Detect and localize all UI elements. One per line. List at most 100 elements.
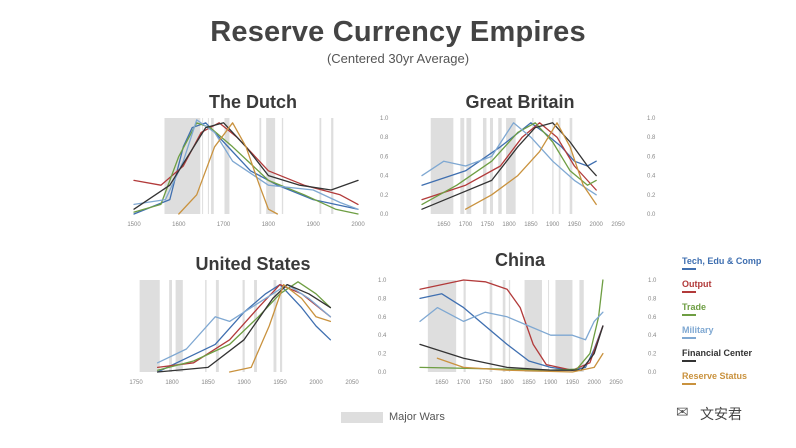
legend-label-trade: Trade <box>682 302 707 312</box>
war-band-great-britain-1 <box>460 118 465 214</box>
y-tick-china-2: 0.4 <box>648 333 657 339</box>
x-tick-dutch-1800: 1800 <box>262 222 276 228</box>
major-wars-label: Major Wars <box>389 411 445 423</box>
legend-label-reserve: Reserve Status <box>682 371 748 381</box>
x-tick-great-britain-1900: 1900 <box>546 222 560 228</box>
chart-title-dutch: The Dutch <box>209 92 297 112</box>
y-tick-china-4: 0.8 <box>648 296 657 302</box>
war-band-dutch-1 <box>202 118 204 214</box>
y-tick-dutch-0: 0.0 <box>380 212 389 218</box>
x-tick-united-states-1800: 1800 <box>165 380 179 386</box>
y-tick-united-states-2: 0.4 <box>378 333 387 339</box>
legend-item-reserve: Reserve Status <box>682 371 792 394</box>
x-tick-china-1700: 1700 <box>457 380 471 386</box>
y-tick-united-states-5: 1.0 <box>378 278 387 284</box>
war-band-united-states-7 <box>273 280 277 372</box>
war-band-dutch-8 <box>319 118 322 214</box>
wechat-icon: ✉ <box>676 404 689 421</box>
x-tick-united-states-1950: 1950 <box>273 380 287 386</box>
war-band-great-britain-2 <box>466 118 472 214</box>
chart-great-britain: Great Britain 1650 1700 1750 1800 1850 1900 195… <box>421 92 656 228</box>
legend-item-output: Output <box>682 279 792 302</box>
war-band-dutch-6 <box>266 118 276 214</box>
series-line-china-military <box>419 306 604 341</box>
y-tick-united-states-4: 0.8 <box>378 296 387 302</box>
series-line-great-britain-financial-center <box>421 122 597 210</box>
x-tick-china-1800: 1800 <box>500 380 514 386</box>
x-tick-china-2000: 2000 <box>588 380 602 386</box>
y-tick-china-3: 0.6 <box>648 315 657 321</box>
war-band-great-britain-6 <box>506 118 516 214</box>
x-tick-china-1750: 1750 <box>479 380 493 386</box>
legend-swatch-military <box>682 337 696 339</box>
series-line-china-reserve-status <box>436 352 604 373</box>
war-band-united-states-2 <box>175 280 183 372</box>
war-band-great-britain-9 <box>558 118 561 214</box>
y-tick-great-britain-0: 0.0 <box>647 212 656 218</box>
chart-dutch: The Dutch 1500 1600 1700 1800 1900 2000 0.0 0.2 0… <box>127 92 389 228</box>
x-tick-great-britain-1850: 1850 <box>524 222 538 228</box>
legend-item-trade: Trade <box>682 302 792 325</box>
x-tick-dutch-1600: 1600 <box>172 222 186 228</box>
legend: Tech, Edu & Comp Output Trade Military F… <box>682 256 792 394</box>
legend-label-financial: Financial Center <box>682 348 753 358</box>
x-tick-dutch-1700: 1700 <box>217 222 231 228</box>
x-tick-china-1950: 1950 <box>566 380 580 386</box>
war-band-dutch-2 <box>207 118 209 214</box>
chart-china: China 1650 1700 1750 1800 1850 1900 1950 2000 205… <box>419 250 657 386</box>
y-tick-great-britain-2: 0.4 <box>647 174 656 180</box>
legend-swatch-tech <box>682 268 696 270</box>
war-band-united-states-5 <box>242 280 245 372</box>
war-band-dutch-4 <box>224 118 230 214</box>
war-band-great-britain-8 <box>552 118 554 214</box>
chart-title-united-states: United States <box>195 254 310 274</box>
series-line-united-states-financial-center <box>156 283 332 373</box>
x-tick-united-states-1900: 1900 <box>237 380 251 386</box>
watermark-text: 文安君 <box>700 406 742 422</box>
series-line-united-states-reserve-status <box>228 283 332 373</box>
x-tick-great-britain-1800: 1800 <box>502 222 516 228</box>
war-band-great-britain-4 <box>489 118 493 214</box>
y-tick-united-states-3: 0.6 <box>378 315 387 321</box>
war-band-great-britain-7 <box>532 118 534 214</box>
series-line-united-states-military <box>156 283 332 364</box>
y-tick-dutch-2: 0.4 <box>380 174 389 180</box>
major-wars-swatch <box>341 412 383 423</box>
y-tick-dutch-4: 0.8 <box>380 135 389 141</box>
war-band-china-8 <box>579 280 584 372</box>
war-band-china-5 <box>524 280 542 372</box>
x-tick-china-2050: 2050 <box>609 380 623 386</box>
x-tick-great-britain-2000: 2000 <box>590 222 604 228</box>
x-tick-dutch-2000: 2000 <box>351 222 365 228</box>
y-tick-united-states-1: 0.2 <box>378 352 387 358</box>
y-tick-great-britain-5: 1.0 <box>647 116 656 122</box>
chart-title-china: China <box>495 250 546 270</box>
y-tick-great-britain-3: 0.6 <box>647 154 656 160</box>
x-tick-dutch-1900: 1900 <box>307 222 321 228</box>
x-tick-great-britain-1700: 1700 <box>459 222 473 228</box>
legend-item-military: Military <box>682 325 792 348</box>
war-band-united-states-8 <box>280 280 283 372</box>
y-tick-china-5: 1.0 <box>648 278 657 284</box>
war-band-united-states-0 <box>139 280 160 372</box>
war-band-china-1 <box>463 280 466 372</box>
legend-label-tech: Tech, Edu & Comp <box>682 256 762 266</box>
legend-swatch-financial <box>682 360 696 362</box>
series-line-great-britain-output <box>421 122 597 201</box>
series-line-china-financial-center <box>419 325 604 371</box>
war-band-china-2 <box>489 280 493 372</box>
series-line-united-states-tech-edu-comp <box>156 283 332 373</box>
x-tick-united-states-2000: 2000 <box>309 380 323 386</box>
x-tick-china-1650: 1650 <box>435 380 449 386</box>
war-band-dutch-3 <box>211 118 214 214</box>
war-band-great-britain-10 <box>569 118 573 214</box>
series-line-dutch-military <box>133 119 359 210</box>
y-tick-great-britain-4: 0.8 <box>647 135 656 141</box>
y-tick-united-states-0: 0.0 <box>378 370 387 376</box>
legend-label-military: Military <box>682 325 714 335</box>
x-tick-dutch-1500: 1500 <box>127 222 141 228</box>
legend-item-tech: Tech, Edu & Comp <box>682 256 792 279</box>
series-line-great-britain-military <box>421 122 597 196</box>
war-band-dutch-9 <box>331 118 334 214</box>
